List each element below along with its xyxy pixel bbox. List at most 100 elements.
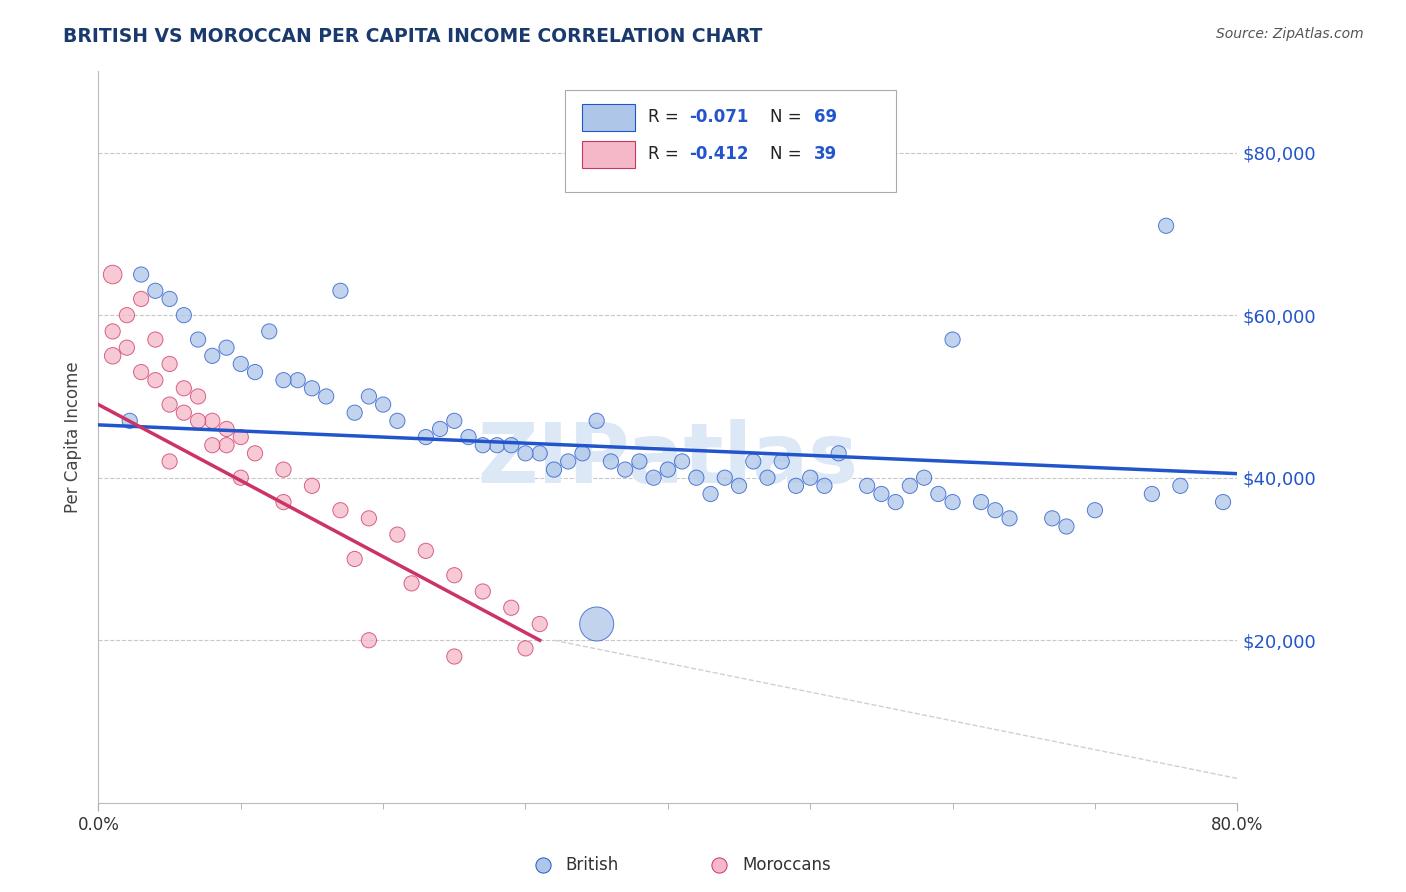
Point [145,373,167,387]
Point [229,357,252,371]
Text: 39: 39 [814,145,837,163]
Point [529,446,551,460]
Point [571,446,593,460]
Point [315,389,337,403]
Point [714,471,737,485]
Point [529,617,551,632]
Point [870,487,893,501]
Text: -0.412: -0.412 [689,145,749,163]
Text: -0.071: -0.071 [689,109,749,127]
Point [856,479,879,493]
Point [401,576,423,591]
Point [173,381,195,395]
Text: ZIPatlas: ZIPatlas [478,418,858,500]
Point [201,414,224,428]
Text: N =: N = [770,109,807,127]
Point [643,796,665,810]
Point [243,446,266,460]
Point [614,462,637,476]
Point [329,503,352,517]
Point [927,487,949,501]
Point [373,398,395,412]
Point [387,414,409,428]
Point [229,471,252,485]
Point [912,471,935,485]
Point [443,414,465,428]
Point [343,406,366,420]
Point [273,495,295,509]
Point [215,422,238,436]
Point [301,381,323,395]
Point [728,479,751,493]
Point [443,568,465,582]
Point [628,454,651,468]
Point [201,349,224,363]
Point [115,308,138,322]
Point [1154,219,1177,233]
Point [129,365,152,379]
Point [770,454,793,468]
Point [699,487,721,501]
Point [273,462,295,476]
Point [187,414,209,428]
Point [501,438,523,452]
Point [600,454,623,468]
Point [159,454,181,468]
Point [129,268,152,282]
Text: Moroccans: Moroccans [742,856,831,874]
Point [486,438,509,452]
Point [1056,519,1078,533]
Point [657,462,679,476]
Text: R =: R = [648,145,685,163]
Point [187,389,209,403]
FancyBboxPatch shape [565,90,896,192]
Point [429,422,451,436]
Point [685,471,707,485]
Point [215,438,238,452]
Point [970,495,993,509]
FancyBboxPatch shape [582,141,636,168]
Point [671,454,693,468]
Point [118,414,141,428]
Point [145,284,167,298]
Point [145,333,167,347]
Point [415,544,437,558]
Point [501,600,523,615]
Point [387,527,409,541]
Text: N =: N = [770,145,807,163]
Point [643,471,665,485]
Point [884,495,907,509]
Point [159,398,181,412]
Point [863,796,886,810]
Text: 69: 69 [814,109,837,127]
Point [1170,479,1192,493]
Point [187,333,209,347]
Point [215,341,238,355]
Point [585,414,607,428]
Point [159,357,181,371]
Point [828,446,851,460]
Point [101,325,124,339]
Point [415,430,437,444]
Point [742,454,765,468]
Point [543,462,565,476]
FancyBboxPatch shape [582,104,636,131]
Point [173,406,195,420]
Point [756,471,779,485]
Point [129,292,152,306]
Point [159,292,181,306]
Y-axis label: Per Capita Income: Per Capita Income [63,361,82,513]
Text: R =: R = [648,109,685,127]
Point [998,511,1021,525]
Point [1084,503,1107,517]
Point [357,633,380,648]
Point [201,438,224,452]
Point [343,552,366,566]
Point [173,308,195,322]
Point [357,389,380,403]
Point [115,341,138,355]
Point [471,584,494,599]
Point [357,511,380,525]
Point [101,349,124,363]
Point [785,479,807,493]
